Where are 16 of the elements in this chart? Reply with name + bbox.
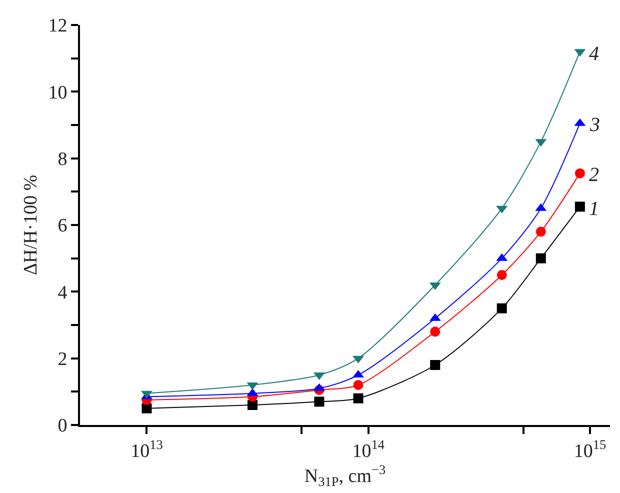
x-tick-label: 10$^{15}$ xyxy=(574,436,607,462)
y-tick-label: 10 xyxy=(48,82,68,104)
series-label: 2 xyxy=(589,164,599,186)
y-tick-label: 2 xyxy=(58,348,68,370)
series-label: 4 xyxy=(589,43,599,65)
series-label: 3 xyxy=(589,114,600,136)
x-axis-title: N$_{31P}$, cm$^{−3}$ xyxy=(304,462,386,490)
y-tick-label: 4 xyxy=(58,282,68,304)
series-label: 1 xyxy=(589,198,599,220)
y-tick-label: 12 xyxy=(48,16,68,37)
y-tick-label: 8 xyxy=(58,148,68,170)
x-tick-label: 10$^{14}$ xyxy=(352,436,385,462)
y-axis-title: ΔH/H·100 % xyxy=(20,174,42,276)
y-tick-label: 6 xyxy=(58,216,68,237)
x-tick-label: 10$^{13}$ xyxy=(130,436,164,462)
y-tick-label: 0 xyxy=(58,416,68,437)
